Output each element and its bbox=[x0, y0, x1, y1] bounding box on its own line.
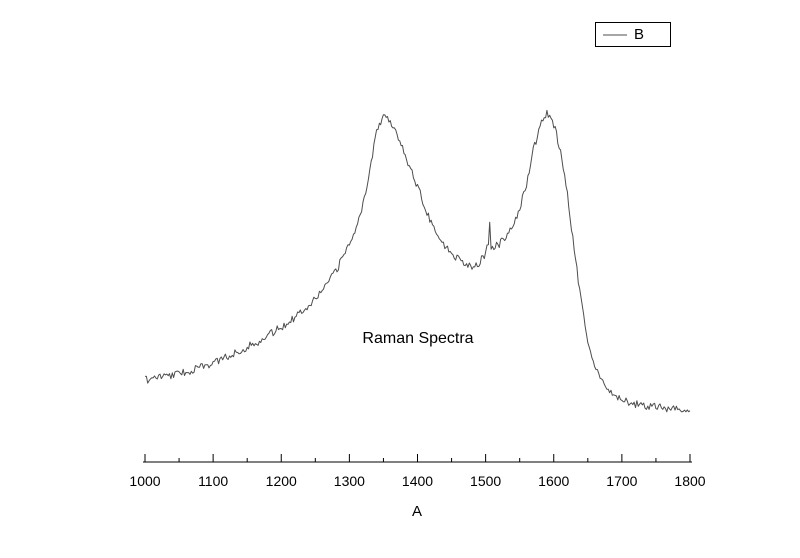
legend-line-swatch bbox=[603, 34, 627, 35]
x-tick-label: 1400 bbox=[402, 473, 433, 489]
x-tick-label: 1100 bbox=[198, 473, 228, 489]
legend-label: B bbox=[634, 26, 645, 43]
chart-annotation: Raman Spectra bbox=[362, 330, 474, 347]
x-tick-label: 1600 bbox=[538, 473, 569, 489]
x-tick-label: 1700 bbox=[606, 473, 637, 489]
x-axis-label: A bbox=[411, 503, 423, 520]
x-tick-label: 1000 bbox=[129, 473, 160, 489]
x-tick-label: 1500 bbox=[470, 473, 501, 489]
legend: B bbox=[595, 22, 671, 47]
x-tick-label: 1800 bbox=[674, 473, 705, 489]
x-tick-label: 1200 bbox=[266, 473, 297, 489]
spectrum-trace bbox=[144, 109, 691, 413]
x-tick-label: 1300 bbox=[334, 473, 365, 489]
